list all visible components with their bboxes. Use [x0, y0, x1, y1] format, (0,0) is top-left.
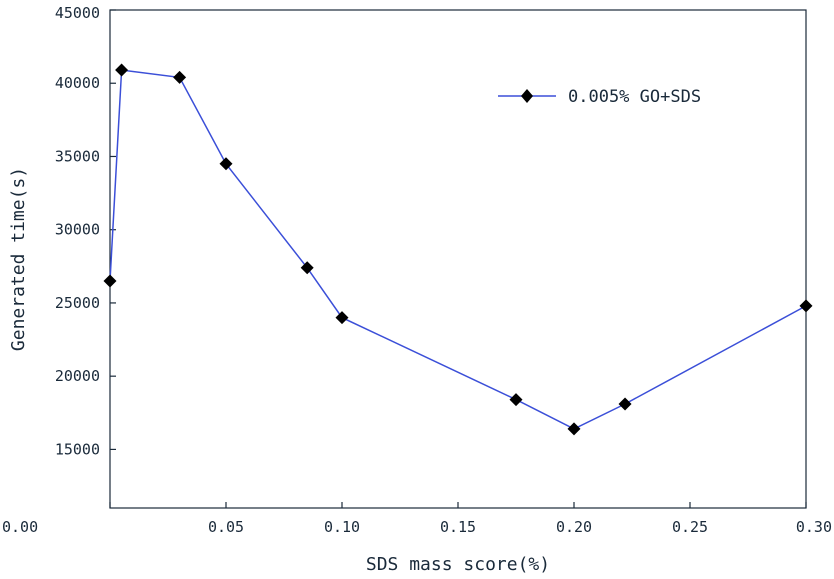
y-axis-ticks: 15000 20000 25000 30000 35000 40000 45000 — [55, 4, 116, 458]
y-tick-label: 20000 — [55, 367, 100, 385]
data-point-diamond — [115, 63, 129, 77]
x-tick-label: 0.25 — [672, 518, 708, 536]
plot-frame — [109, 9, 807, 509]
legend-marker-diamond-icon — [521, 89, 533, 103]
series-layer — [103, 63, 813, 436]
x-axis-ticks: 0.00 0.05 0.10 0.15 0.20 0.25 0.30 — [2, 502, 832, 536]
data-point-diamond — [799, 299, 813, 313]
y-tick-label: 15000 — [55, 440, 100, 458]
data-point-diamond — [509, 393, 523, 407]
y-tick-label: 25000 — [55, 294, 100, 312]
y-tick-label: 45000 — [55, 4, 100, 22]
data-point-diamond — [335, 311, 349, 325]
data-point-diamond — [300, 261, 314, 275]
y-tick-label: 35000 — [55, 147, 100, 165]
x-tick-label: 0.00 — [2, 518, 38, 536]
data-point-diamond — [219, 157, 233, 171]
y-axis-label: Generated time(s) — [8, 167, 29, 351]
series-line — [109, 69, 807, 430]
data-point-diamond — [173, 70, 187, 84]
x-tick-label: 0.05 — [208, 518, 244, 536]
data-point-diamond — [618, 397, 632, 411]
y-tick-label: 40000 — [55, 74, 100, 92]
x-axis-label: SDS mass score(%) — [366, 554, 550, 575]
data-point-diamond — [103, 274, 117, 288]
x-tick-label: 0.20 — [556, 518, 592, 536]
legend-entry-label: 0.005% GO+SDS — [568, 87, 701, 107]
x-tick-label: 0.30 — [796, 518, 832, 536]
legend: 0.005% GO+SDS — [498, 87, 701, 107]
y-tick-label: 30000 — [55, 221, 100, 239]
x-tick-label: 0.10 — [324, 518, 360, 536]
x-tick-label: 0.15 — [440, 518, 476, 536]
data-point-diamond — [567, 422, 581, 436]
